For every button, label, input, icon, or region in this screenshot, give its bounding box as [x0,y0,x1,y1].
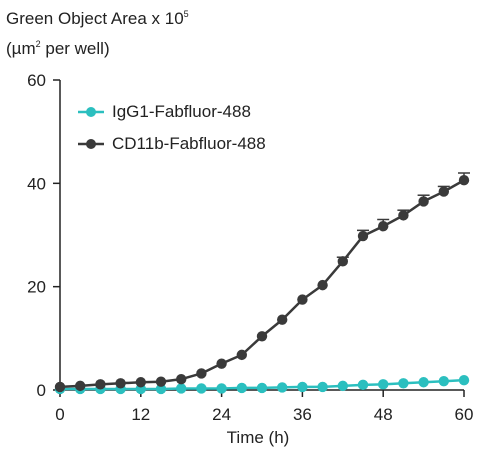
data-point-1-15 [357,230,369,242]
data-point-1-19 [438,186,449,197]
legend-label-igg1: IgG1-Fabfluor-488 [112,102,251,121]
x-tick-label-12: 12 [131,405,150,424]
data-point-1-17 [398,210,409,221]
y-axis-title-line2: (µm2 per well) [6,39,110,58]
data-point-0-8 [216,383,227,394]
y-tick-label-40: 40 [27,174,46,193]
data-point-0-16 [378,379,389,390]
data-point-1-4 [135,377,146,388]
x-tick-label-36: 36 [293,405,312,424]
data-point-1-1 [75,380,86,392]
data-point-1-20 [458,175,470,186]
data-point-0-15 [357,379,369,391]
data-point-1-0 [54,381,66,393]
x-axis-title: Time (h) [226,428,290,447]
data-point-1-16 [378,221,389,232]
data-point-1-12 [297,294,308,305]
data-point-1-5 [155,376,167,387]
x-tick-label-0: 0 [55,405,64,424]
data-point-0-10 [256,382,268,394]
legend-label-cd11b: CD11b-Fabfluor-488 [112,134,266,153]
data-point-0-17 [398,378,409,389]
legend: IgG1-Fabfluor-488 CD11b-Fabfluor-488 [78,96,266,160]
data-point-1-3 [115,378,126,389]
data-point-0-14 [337,380,348,392]
y-tick-label-0: 0 [37,381,46,400]
data-point-1-13 [317,279,328,291]
data-point-0-7 [196,383,207,394]
legend-item-igg1: IgG1-Fabfluor-488 [78,96,266,128]
data-point-0-13 [317,381,328,393]
data-point-1-7 [196,368,207,379]
data-point-1-9 [236,349,247,361]
x-tick-label-48: 48 [374,405,393,424]
data-point-1-8 [216,358,227,369]
data-point-1-18 [418,196,429,207]
data-point-0-5 [155,383,167,395]
data-point-1-14 [337,256,348,267]
y-tick-label-60: 60 [27,71,46,90]
data-point-1-10 [256,331,268,342]
data-point-0-9 [236,382,247,394]
data-point-0-18 [418,377,429,388]
data-point-0-19 [438,376,449,387]
data-point-1-11 [277,314,288,325]
x-tick-label-24: 24 [212,405,231,424]
data-point-0-11 [277,382,288,393]
data-point-0-20 [458,374,470,386]
y-axis-title-line1: Green Object Area x 105 [6,9,189,28]
y-tick-label-20: 20 [27,278,46,297]
x-tick-label-60: 60 [455,405,474,424]
legend-marker-cd11b [78,139,104,149]
data-point-0-12 [297,381,308,393]
data-point-1-2 [95,379,106,390]
data-point-0-6 [176,383,187,394]
legend-item-cd11b: CD11b-Fabfluor-488 [78,128,266,160]
data-point-1-6 [176,373,187,385]
legend-marker-igg1 [78,107,104,117]
